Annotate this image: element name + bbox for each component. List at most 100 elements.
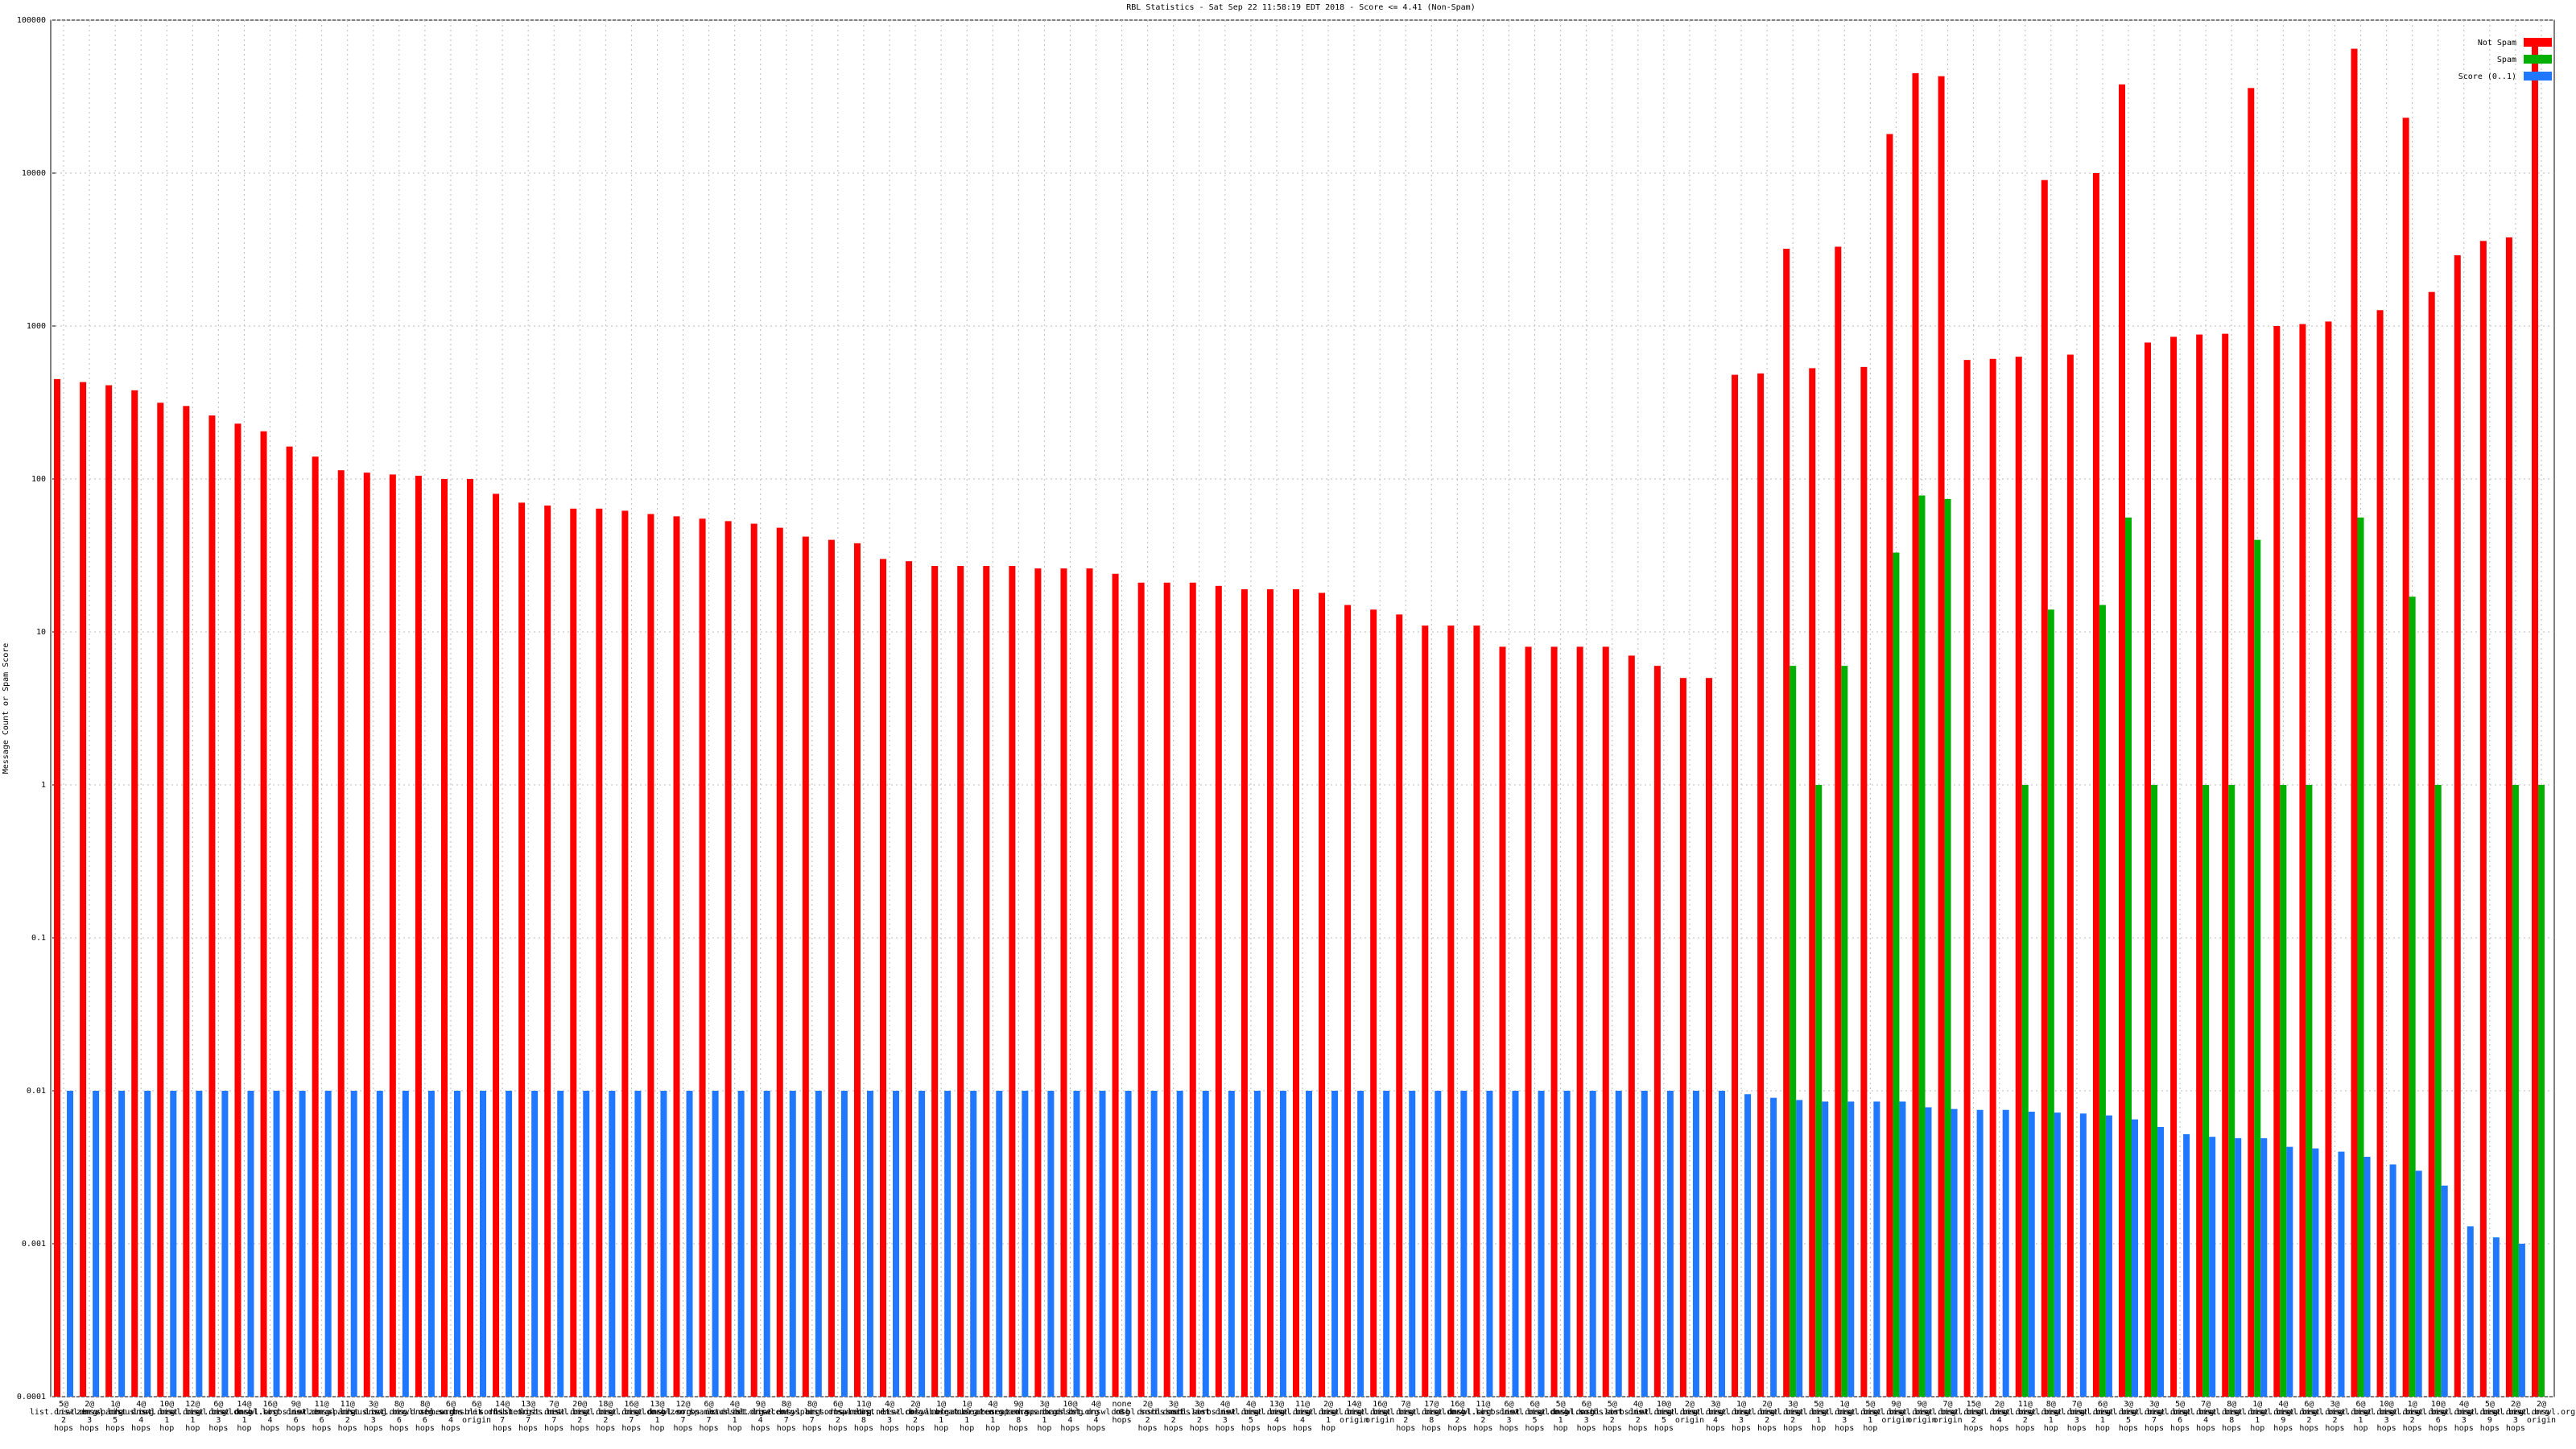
bar [2131, 1119, 2138, 1397]
bar [208, 415, 216, 1397]
bar [647, 514, 654, 1397]
bar [402, 1091, 409, 1397]
bar [1241, 589, 1248, 1397]
bar [1370, 609, 1377, 1397]
x-tick-label: 6@ list.dnswl.org 1 hop [2326, 1400, 2394, 1433]
bar [1666, 1091, 1674, 1397]
bar [970, 1091, 977, 1397]
bar [2041, 180, 2048, 1397]
bar [2124, 517, 2132, 1397]
bar [1783, 249, 1790, 1397]
bar [1112, 573, 1119, 1397]
x-tick-label: 8@ list.dnswl.org 8 hops [2198, 1400, 2265, 1433]
x-tick-label: 13@ list.dnswl.org 4 hops [1243, 1400, 1311, 1433]
x-tick-label: 9@ list.dnswl.org 6 hops [262, 1400, 329, 1433]
bar [699, 518, 706, 1397]
x-tick-label: 9@ list.dnswl.org origin [1888, 1400, 1955, 1425]
bar [1344, 605, 1352, 1397]
bar [673, 516, 680, 1397]
x-tick-label: 3@ zen.spamhaus.org 1 hop [1005, 1400, 1083, 1433]
legend-label: Not Spam [2478, 39, 2516, 47]
y-tick-label: 10 [36, 628, 46, 637]
bar [2512, 785, 2519, 1397]
x-tick-label: 8@ list.dnswl.org 6 hops [365, 1400, 433, 1433]
bar [828, 539, 835, 1397]
bar [2196, 334, 2203, 1397]
x-tick-label: 10@ list.dnswl.org 3 hops [2352, 1400, 2420, 1433]
bar [2222, 333, 2229, 1397]
bar [2273, 326, 2281, 1397]
bar [1893, 552, 1900, 1397]
x-tick-label: 9@ zen.spamhaus.org 8 hops [980, 1400, 1057, 1433]
x-tick-label: 13@ list.sorbs.net 7 hops [494, 1400, 562, 1433]
bar [1718, 1091, 1725, 1397]
bar [1163, 582, 1170, 1397]
x-tick-label: 6@ new.dnsbl.sorbs.net origin [431, 1400, 522, 1425]
x-tick-label: 14@ list.dnswl.org origin [1320, 1400, 1388, 1425]
bar [1266, 589, 1274, 1397]
bar [427, 1091, 435, 1397]
bar [170, 1091, 177, 1397]
x-tick-label: 12@ list.dnswl.org 1 hop [159, 1400, 226, 1433]
bar [518, 502, 526, 1397]
bar [118, 1091, 126, 1397]
x-tick-label: 5@ list.dnswl.org 9 hops [2456, 1400, 2524, 1433]
bar [183, 406, 190, 1397]
bar [80, 382, 87, 1397]
bar [609, 1091, 616, 1397]
bar [1009, 566, 1016, 1397]
x-tick-label: 11@ list.dnswl.org 2 hops [1992, 1400, 2059, 1433]
x-tick-label: 11@ dnsbl.sorbs.net 2 hops [1447, 1400, 1519, 1433]
y-tick-label: 100000 [17, 16, 46, 25]
bar [2492, 1237, 2500, 1397]
x-tick-label: 4@ cbl.abuseat.org 1 hop [956, 1400, 1029, 1433]
bar [2002, 1109, 2009, 1397]
bar [247, 1091, 254, 1397]
bar [983, 566, 990, 1397]
bar [196, 1091, 203, 1397]
bar [634, 1091, 642, 1397]
bar [2306, 785, 2313, 1397]
legend-swatch [2524, 38, 2552, 47]
bar [67, 1091, 74, 1397]
y-tick-label: 1000 [27, 322, 46, 331]
x-tick-label: 8@ list.dnswl.org 7 hops [753, 1400, 820, 1433]
bar [996, 1091, 1003, 1397]
bar [1525, 646, 1532, 1397]
y-tick-label: 10000 [22, 169, 46, 178]
bar [2183, 1133, 2190, 1397]
bar [557, 1091, 564, 1397]
x-tick-label: 15@ list.dnswl.org 2 hops [1939, 1400, 2007, 1433]
bar [2145, 342, 2152, 1397]
x-tick-label: 7@ list.dnswl.org 3 hops [2043, 1400, 2111, 1433]
x-tick-label: 5@ list.dnswl.org 6 hops [2146, 1400, 2214, 1433]
bar [1383, 1091, 1390, 1397]
bar [570, 508, 577, 1397]
x-tick-label: 16@ list.dnswl.org 7 hops [597, 1400, 665, 1433]
bar [776, 527, 783, 1397]
x-tick-label: 10@ ix.dnsbl.org 4 hops [1041, 1400, 1099, 1433]
bar [2015, 357, 2022, 1397]
legend-swatch [2524, 55, 2552, 64]
x-tick-label: 20@ list.dnswl.org 2 hops [546, 1400, 613, 1433]
bar [2518, 1244, 2525, 1397]
bar [1228, 1091, 1235, 1397]
x-tick-label: 6@ list.dnswl.org 1 hop [2069, 1400, 2136, 1433]
x-tick-label: 3@ list.dnswl.org 4 hops [1682, 1400, 1749, 1433]
bar [621, 510, 629, 1397]
bar [2209, 1137, 2216, 1397]
bar [1215, 585, 1222, 1397]
x-tick-label: 6@ list.dnswl.org 3 hops [1475, 1400, 1542, 1433]
bar [1460, 1091, 1468, 1397]
x-tick-label: 1@ list.dnswl.org 2 hops [2379, 1400, 2446, 1433]
bar [1841, 666, 1848, 1397]
bar [957, 566, 964, 1397]
bar [506, 1091, 513, 1397]
bar [1912, 72, 1919, 1397]
bar [54, 378, 61, 1397]
bar [2299, 324, 2306, 1397]
bar [1086, 568, 1093, 1397]
bar [531, 1091, 539, 1397]
bar [2021, 785, 2029, 1397]
bar [1628, 655, 1635, 1397]
